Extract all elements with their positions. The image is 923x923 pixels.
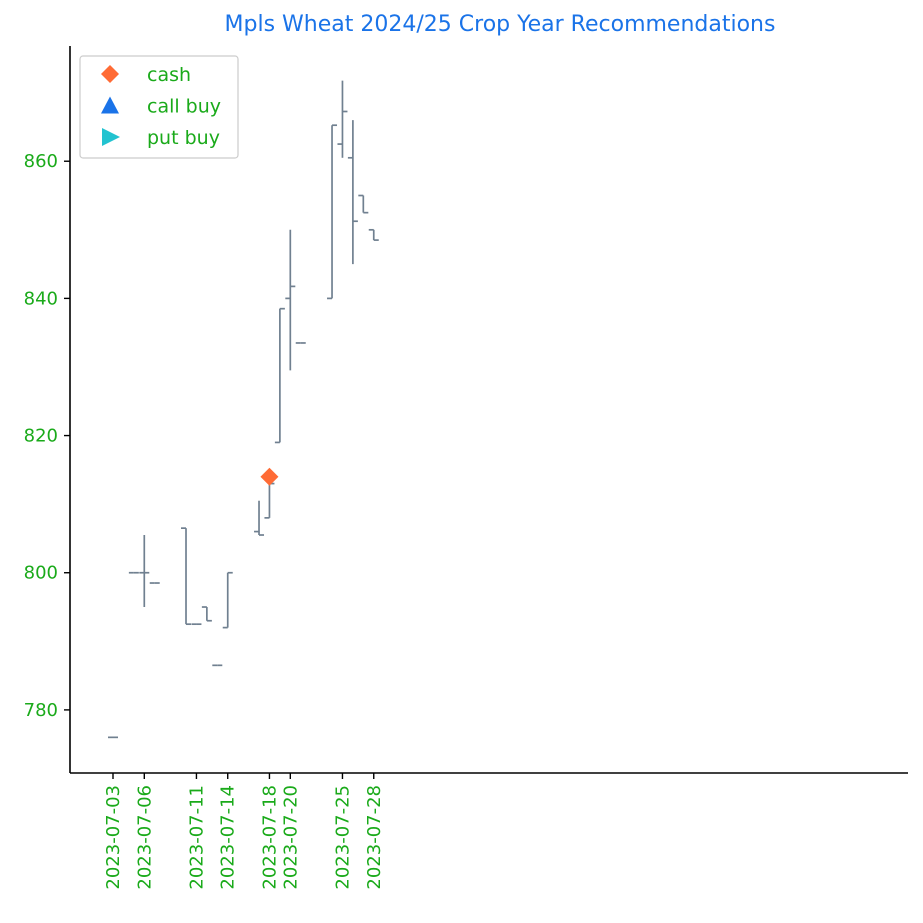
x-tick-label: 2023-07-25 [332, 785, 353, 890]
ohlc-bars [108, 80, 379, 739]
y-tick-label: 860 [24, 151, 58, 172]
ohlc-bar [139, 535, 150, 608]
y-tick-label: 800 [24, 563, 58, 584]
legend: cash call buy put buy [79, 55, 239, 159]
x-tick-label: 2023-07-06 [134, 785, 155, 890]
chart-title: Mpls Wheat 2024/25 Crop Year Recommendat… [225, 12, 776, 37]
y-axis-ticks: 780 800 820 840 860 [24, 151, 70, 721]
x-tick-label: 2023-07-28 [364, 785, 385, 890]
legend-label: cash [147, 64, 191, 86]
legend-marker-put-buy [102, 128, 120, 146]
legend-label: put buy [147, 127, 220, 149]
legend-marker-call-buy [101, 96, 119, 114]
x-tick-label: 2023-07-20 [280, 785, 301, 890]
x-axis-ticks: 2023-07-03 2023-07-06 2023-07-11 2023-07-14… [103, 773, 385, 890]
ohlc-bar [368, 228, 379, 241]
ohlc-bar [347, 120, 358, 265]
x-tick-label: 2023-07-03 [103, 785, 124, 890]
y-tick-label: 840 [24, 288, 58, 309]
legend-marker-cash [101, 65, 119, 83]
cash-signal-marker [260, 467, 279, 486]
y-tick-label: 820 [24, 426, 58, 447]
ohlc-bar [358, 194, 369, 214]
ohlc-bar [181, 527, 192, 626]
legend-box [79, 55, 239, 159]
ohlc-bar [222, 571, 233, 629]
x-tick-label: 2023-07-14 [218, 785, 239, 890]
signal-markers [260, 467, 279, 486]
ohlc-bar [327, 124, 338, 300]
ohlc-bar [337, 80, 348, 158]
ohlc-bar [264, 482, 275, 519]
ohlc-bar [274, 307, 285, 444]
ohlc-bar [201, 606, 212, 622]
x-tick-label: 2023-07-18 [259, 785, 280, 890]
ohlc-bar [254, 500, 265, 536]
x-tick-label: 2023-07-11 [186, 785, 207, 890]
y-tick-label: 780 [24, 700, 58, 721]
legend-label: call buy [147, 96, 221, 118]
ohlc-bar [285, 229, 296, 371]
